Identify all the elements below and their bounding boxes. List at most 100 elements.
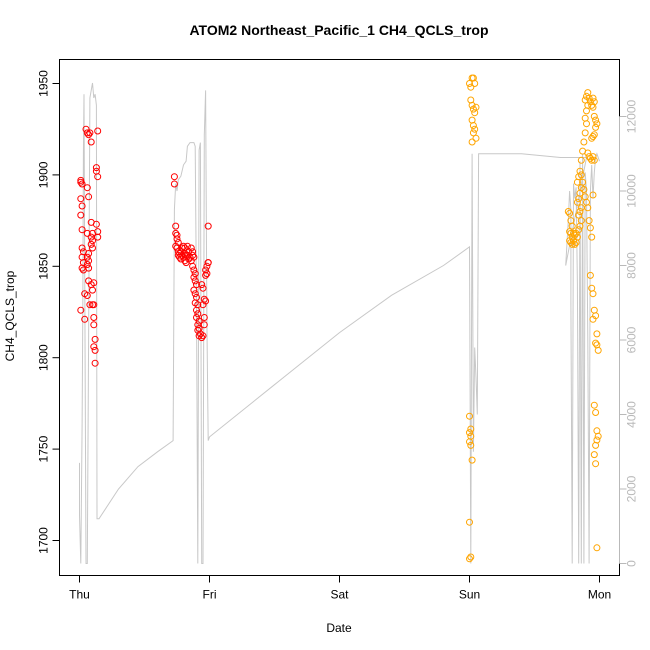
data-point: [91, 335, 99, 343]
data-point: [564, 208, 572, 215]
data-point: [577, 217, 585, 225]
data-point: [572, 239, 580, 246]
y-tick-label: 1850: [37, 253, 51, 280]
chart-title: ATOM2 Northeast_Pacific_1 CH4_QCLS_trop: [189, 22, 488, 38]
data-point: [467, 441, 475, 449]
data-point: [575, 211, 583, 219]
data-point: [78, 244, 86, 252]
data-point: [86, 129, 94, 137]
data-point: [579, 178, 587, 186]
data-point: [204, 222, 212, 230]
y2-tick-label: 6000: [625, 326, 639, 353]
data-point: [581, 114, 589, 122]
data-point: [190, 253, 198, 261]
data-point: [592, 409, 600, 416]
data-point: [94, 127, 102, 135]
data-point: [91, 359, 99, 367]
y-tick-label: 1900: [37, 161, 51, 188]
y-axis-left: 1700 1750 1800 1850 1900 1950: [37, 70, 60, 554]
data-point: [589, 103, 597, 111]
y-tick-label: 1700: [37, 527, 51, 554]
data-point: [202, 271, 210, 279]
series-1: [77, 125, 102, 367]
data-point: [467, 425, 475, 433]
data-point: [567, 229, 575, 237]
data-point: [203, 270, 211, 278]
data-point: [83, 184, 91, 192]
data-point: [199, 301, 207, 309]
data-point: [83, 129, 91, 137]
y-axis-right: 0 2000 4000 6000 8000 10000 12000: [619, 99, 639, 567]
data-point: [585, 94, 593, 102]
data-point: [592, 116, 600, 124]
data-point: [468, 101, 476, 109]
data-point: [568, 240, 576, 248]
data-point: [191, 290, 199, 298]
data-point: [466, 412, 473, 420]
data-point: [568, 222, 576, 230]
data-point: [581, 129, 589, 137]
altitude-line: [79, 82, 600, 564]
data-point: [577, 171, 585, 179]
data-point: [204, 259, 212, 267]
data-point: [85, 193, 93, 201]
data-point: [180, 242, 187, 250]
data-point: [85, 131, 93, 139]
data-point: [589, 133, 597, 140]
data-point: [469, 129, 477, 137]
data-point: [466, 429, 473, 437]
data-point: [85, 257, 93, 265]
y-tick-label: 1800: [37, 344, 51, 371]
data-point: [589, 191, 597, 199]
data-point: [592, 339, 600, 347]
data-point: [588, 156, 596, 164]
data-point: [173, 231, 181, 239]
data-point: [92, 220, 100, 228]
data-point: [577, 204, 585, 212]
data-point: [472, 134, 480, 142]
data-point: [90, 343, 98, 351]
data-point: [173, 235, 181, 243]
data-point: [77, 195, 85, 203]
data-point: [472, 103, 480, 111]
x-tick-label: Fri: [203, 588, 217, 602]
x-tick-label: Thu: [69, 588, 90, 602]
x-tick-label: Mon: [588, 588, 611, 602]
data-point: [593, 120, 601, 128]
x-tick-label: Sun: [459, 588, 480, 602]
x-tick-label: Sat: [330, 588, 349, 602]
data-point: [576, 208, 584, 215]
data-point: [588, 233, 596, 241]
data-point: [200, 321, 208, 329]
data-point: [83, 229, 91, 237]
data-point: [94, 173, 102, 181]
data-point: [90, 314, 98, 321]
data-point: [199, 284, 207, 292]
data-point: [81, 315, 89, 323]
x-axis: Thu Fri Sat Sun Mon: [69, 575, 611, 602]
data-point: [467, 83, 475, 91]
data-point: [584, 204, 592, 212]
data-point: [576, 167, 584, 175]
data-point: [170, 180, 178, 188]
data-point: [588, 134, 596, 142]
data-point: [193, 281, 200, 289]
data-point: [190, 266, 198, 274]
data-point: [170, 173, 178, 181]
data-point: [593, 544, 601, 552]
y-tick-label: 1750: [37, 435, 51, 462]
data-point: [89, 237, 96, 245]
data-point: [590, 156, 598, 164]
data-point: [86, 301, 94, 309]
data-point: [466, 80, 473, 87]
data-point: [193, 306, 200, 314]
data-point: [592, 123, 600, 131]
data-point: [575, 226, 583, 234]
data-point: [466, 555, 473, 563]
data-point: [90, 301, 98, 309]
series-2: [170, 173, 212, 342]
data-point: [589, 94, 597, 102]
data-point: [468, 456, 476, 464]
altitude-line-layer: [79, 82, 600, 564]
data-point: [189, 262, 197, 270]
